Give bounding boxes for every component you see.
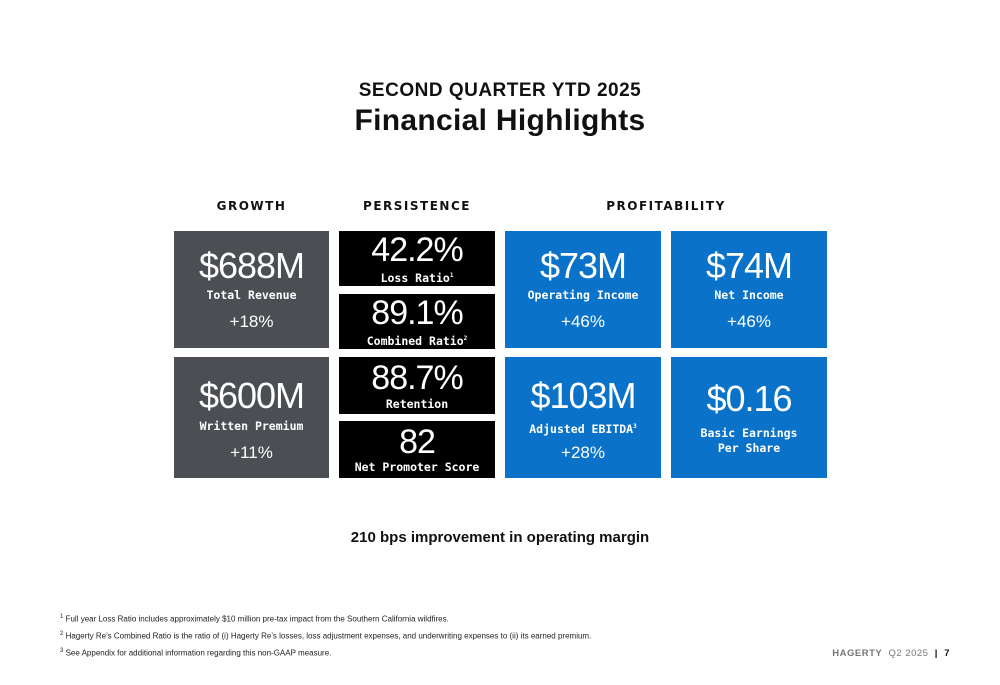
footer-page-number: 7 — [944, 648, 950, 659]
operating-income-label: Operating Income — [527, 288, 639, 302]
adjusted-ebitda-value: $103M — [530, 375, 636, 416]
combined-ratio-label: Combined Ratio2 — [339, 331, 495, 349]
loss-ratio-value: 42.2% — [371, 231, 463, 269]
page-title: Financial Highlights — [354, 104, 646, 137]
net-income-change: +46% — [727, 312, 771, 331]
basic-eps-value: $0.16 — [706, 378, 792, 419]
combined-ratio-label-text: Combined Ratio — [366, 333, 464, 348]
footnote-3-text: See Appendix for additional information … — [65, 648, 332, 658]
loss-ratio-tile: 42.2% Loss Ratio1 — [339, 231, 495, 286]
combined-ratio-footnote-ref: 2 — [463, 335, 468, 342]
adjusted-ebitda-label-text: Adjusted EBITDA — [529, 421, 634, 436]
total-revenue-change: +18% — [229, 312, 274, 331]
net-promoter-score-label: Net Promoter Score — [354, 460, 480, 474]
footer-separator: | — [934, 648, 938, 659]
retention-label: Retention — [385, 397, 449, 411]
written-premium-label: Written Premium — [199, 419, 304, 433]
basic-eps-label-line2: Per Share — [717, 441, 781, 455]
loss-ratio-label-text: Loss Ratio — [380, 270, 450, 285]
footnote-1: 1 Full year Loss Ratio includes approxim… — [60, 614, 449, 624]
total-revenue-tile: $688M Total Revenue +18% — [174, 231, 329, 348]
footnote-1-number: 1 — [60, 614, 64, 620]
column-label-growth: GROWTH — [216, 199, 287, 213]
footnote-3: 3 See Appendix for additional informatio… — [60, 648, 331, 658]
basic-eps-tile: $0.16 Basic Earnings Per Share — [671, 357, 827, 478]
adjusted-ebitda-tile: $103M Adjusted EBITDA3 +28% — [505, 357, 661, 478]
operating-income-tile: $73M Operating Income +46% — [505, 231, 661, 348]
adjusted-ebitda-label: Adjusted EBITDA3 — [505, 419, 661, 437]
adjusted-ebitda-change: +28% — [561, 443, 605, 462]
written-premium-value: $600M — [198, 375, 305, 416]
written-premium-change: +11% — [230, 443, 273, 462]
column-label-persistence: PERSISTENCE — [363, 199, 471, 213]
retention-tile: 88.7% Retention — [339, 357, 495, 414]
combined-ratio-tile: 89.1% Combined Ratio2 — [339, 294, 495, 349]
footnote-2-number: 2 — [60, 631, 64, 637]
written-premium-tile: $600M Written Premium +11% — [174, 357, 329, 478]
footnote-2-text: Hagerty Re’s Combined Ratio is the ratio… — [65, 631, 592, 641]
footer-brand-name: HAGERTY — [832, 648, 883, 659]
basic-eps-label-line1: Basic Earnings — [700, 426, 798, 440]
combined-ratio-value: 89.1% — [371, 294, 463, 332]
adjusted-ebitda-footnote-ref: 3 — [633, 423, 637, 430]
net-income-tile: $74M Net Income +46% — [671, 231, 827, 348]
net-income-value: $74M — [705, 245, 793, 286]
loss-ratio-footnote-ref: 1 — [449, 272, 454, 279]
loss-ratio-label: Loss Ratio1 — [339, 268, 495, 286]
net-income-label: Net Income — [714, 288, 784, 302]
net-promoter-score-value: 82 — [399, 423, 436, 461]
footnote-1-text: Full year Loss Ratio includes approximat… — [65, 614, 449, 624]
footnote-3-number: 3 — [60, 648, 64, 654]
column-label-profitability: PROFITABILITY — [606, 199, 726, 213]
operating-income-value: $73M — [539, 245, 627, 286]
section-kicker: SECOND QUARTER YTD 2025 — [358, 80, 642, 101]
total-revenue-label: Total Revenue — [206, 288, 297, 302]
net-promoter-score-tile: 82 Net Promoter Score — [339, 421, 495, 478]
total-revenue-value: $688M — [198, 245, 305, 286]
footer-brand: HAGERTY Q2 2025 | 7 — [832, 648, 950, 659]
footnote-2: 2 Hagerty Re’s Combined Ratio is the rat… — [60, 631, 591, 641]
footer-period: Q2 2025 — [888, 648, 929, 659]
operating-income-change: +46% — [561, 312, 605, 331]
operating-margin-callout: 210 bps improvement in operating margin — [350, 529, 650, 546]
retention-value: 88.7% — [371, 359, 463, 397]
